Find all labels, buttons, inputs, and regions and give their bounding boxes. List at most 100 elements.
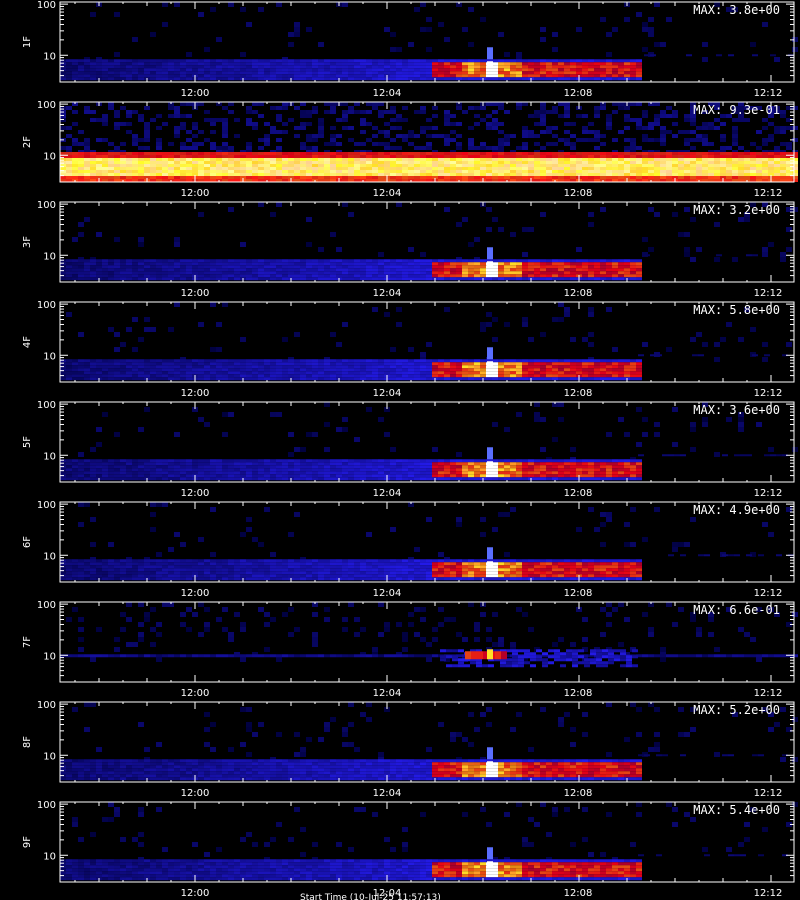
heat-cell bbox=[570, 146, 576, 150]
heat-cell bbox=[60, 462, 66, 466]
heat-cell bbox=[444, 155, 450, 158]
heat-cell bbox=[636, 146, 642, 150]
heat-cell bbox=[648, 138, 654, 142]
heat-cell bbox=[114, 155, 120, 158]
heat-cell bbox=[360, 142, 366, 146]
heat-cell bbox=[102, 114, 108, 118]
heat-cell bbox=[762, 142, 768, 146]
heat-cell bbox=[708, 155, 714, 158]
heat-cell bbox=[378, 161, 384, 164]
heat-cell bbox=[294, 170, 300, 173]
heat-cell bbox=[282, 176, 288, 179]
heat-cell bbox=[162, 176, 168, 179]
heat-cell bbox=[102, 465, 108, 469]
heat-cell bbox=[528, 176, 534, 179]
heat-cell bbox=[522, 146, 528, 150]
heat-cell bbox=[360, 362, 366, 366]
heat-cell bbox=[552, 126, 558, 130]
heat-cell bbox=[522, 277, 528, 281]
heat-cell bbox=[480, 359, 486, 363]
heat-cell bbox=[330, 62, 336, 66]
heat-cell bbox=[96, 74, 102, 78]
y-tick-label: 10 bbox=[43, 151, 56, 162]
heat-cell bbox=[336, 176, 342, 179]
heat-cell bbox=[426, 71, 432, 75]
heat-cell bbox=[648, 170, 654, 173]
heat-cell bbox=[144, 317, 150, 322]
heat-cell bbox=[438, 77, 444, 81]
heat-cell bbox=[72, 365, 78, 369]
heat-cell bbox=[570, 359, 576, 363]
heat-cell bbox=[768, 167, 774, 170]
heat-cell bbox=[162, 362, 168, 366]
heat-cell bbox=[510, 371, 516, 375]
heat-cell bbox=[198, 71, 204, 75]
heat-cell bbox=[198, 268, 204, 272]
heat-cell bbox=[498, 365, 504, 369]
heat-cell bbox=[120, 477, 126, 481]
heat-cell bbox=[744, 217, 750, 222]
heat-cell bbox=[336, 462, 342, 466]
heat-cell bbox=[714, 222, 720, 227]
heat-cell bbox=[306, 468, 312, 472]
heat-cell bbox=[690, 164, 696, 167]
heat-cell bbox=[174, 468, 180, 472]
heat-cell bbox=[786, 227, 792, 232]
heat-cell bbox=[594, 371, 600, 375]
heat-cell bbox=[456, 65, 462, 69]
heat-cell bbox=[72, 152, 78, 155]
heat-cell bbox=[474, 68, 480, 72]
heat-cell bbox=[510, 262, 516, 266]
heat-cell bbox=[216, 365, 222, 369]
heat-cell bbox=[66, 262, 72, 266]
heat-cell bbox=[738, 427, 744, 432]
heat-cell bbox=[702, 170, 708, 173]
heat-cell bbox=[528, 65, 534, 69]
heat-cell bbox=[630, 164, 636, 167]
heat-cell bbox=[642, 237, 648, 242]
heat-cell bbox=[246, 22, 252, 27]
heat-cell bbox=[102, 277, 108, 281]
heat-cell bbox=[426, 118, 432, 122]
heat-cell bbox=[96, 374, 102, 378]
heat-cell bbox=[534, 374, 540, 378]
heat-cell bbox=[78, 474, 84, 478]
heat-cell bbox=[282, 164, 288, 167]
heat-cell bbox=[288, 65, 294, 69]
heat-cell bbox=[204, 365, 210, 369]
heat-cell bbox=[150, 164, 156, 167]
heat-cell bbox=[564, 155, 570, 158]
heat-cell bbox=[558, 359, 564, 363]
heat-cell bbox=[642, 342, 648, 347]
heat-cell bbox=[576, 161, 582, 164]
x-tick-label: 12:00 bbox=[181, 188, 210, 199]
heat-cell bbox=[540, 377, 546, 381]
heat-cell bbox=[294, 447, 300, 452]
heat-cell bbox=[372, 65, 378, 69]
heat-cell bbox=[342, 365, 348, 369]
heat-cell bbox=[720, 155, 726, 158]
heat-cell bbox=[144, 407, 150, 412]
heat-cell bbox=[348, 170, 354, 173]
heat-cell bbox=[330, 179, 336, 182]
heat-cell bbox=[636, 377, 642, 381]
heat-cell bbox=[672, 152, 678, 155]
heat-cell bbox=[444, 365, 450, 369]
heat-cell bbox=[120, 342, 126, 347]
heat-cell bbox=[432, 59, 438, 63]
heat-cell bbox=[144, 465, 150, 469]
heat-cell bbox=[360, 122, 366, 126]
heat-cell bbox=[342, 417, 348, 422]
heat-cell bbox=[492, 377, 498, 381]
heat-cell bbox=[114, 465, 120, 469]
heat-cell bbox=[174, 374, 180, 378]
heat-cell bbox=[636, 126, 642, 130]
heat-cell bbox=[102, 412, 108, 417]
heat-cell bbox=[600, 142, 606, 146]
heat-cell bbox=[384, 59, 390, 63]
heat-cell bbox=[456, 71, 462, 75]
heat-cell bbox=[252, 268, 258, 272]
heat-cell bbox=[372, 271, 378, 275]
heat-cell bbox=[654, 173, 660, 176]
heat-cell bbox=[612, 271, 618, 275]
